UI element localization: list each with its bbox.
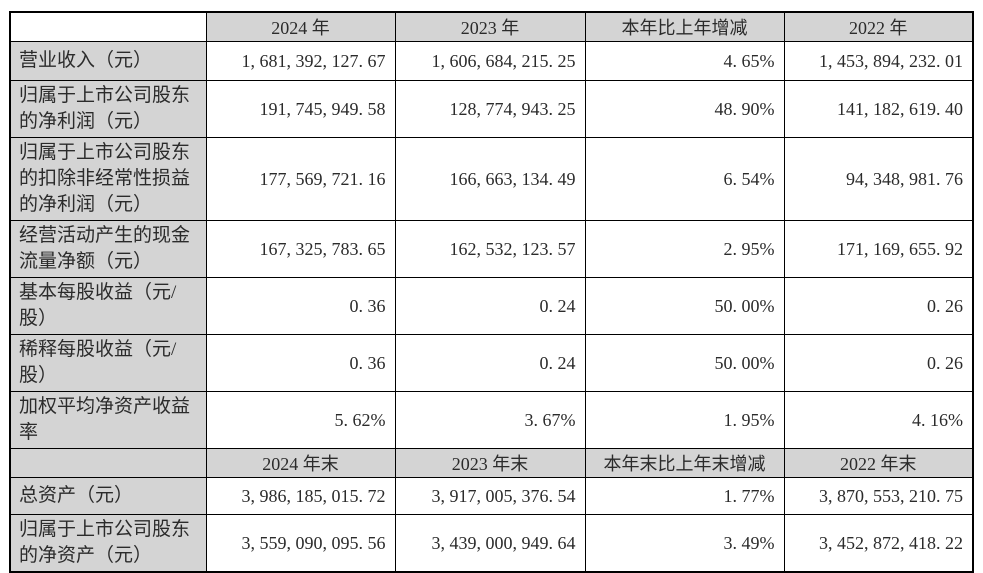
value-change: 1. 95%	[584, 391, 785, 449]
table-row-operating-revenue: 营业收入（元） 1, 681, 392, 127. 67 1, 606, 684…	[9, 41, 974, 81]
row-label: 基本每股收益（元/股）	[9, 277, 207, 335]
value-2024: 0. 36	[205, 334, 396, 392]
value-2022: 1, 453, 894, 232. 01	[783, 41, 974, 81]
value-2024-end: 3, 986, 185, 015. 72	[205, 477, 396, 515]
value-change: 4. 65%	[584, 41, 785, 81]
header-cell-2022: 2022 年	[783, 11, 974, 42]
header-cell-2023-end: 2023 年末	[394, 448, 586, 478]
value-2022: 0. 26	[783, 334, 974, 392]
value-change: 2. 95%	[584, 220, 785, 278]
value-2023: 0. 24	[394, 334, 586, 392]
value-change: 1. 77%	[584, 477, 785, 515]
section2-header-row: 2024 年末 2023 年末 本年末比上年末增减 2022 年末	[9, 448, 974, 478]
row-label: 总资产（元）	[9, 477, 207, 515]
table-row-total-assets: 总资产（元） 3, 986, 185, 015. 72 3, 917, 005,…	[9, 477, 974, 515]
value-2022: 94, 348, 981. 76	[783, 137, 974, 221]
row-label: 营业收入（元）	[9, 41, 207, 81]
value-2022: 171, 169, 655. 92	[783, 220, 974, 278]
value-2023: 3. 67%	[394, 391, 586, 449]
header-cell-blank	[9, 11, 207, 42]
header-cell-yoy-change: 本年比上年增减	[584, 11, 785, 42]
value-change: 50. 00%	[584, 277, 785, 335]
table-row-weighted-avg-roe: 加权平均净资产收益率 5. 62% 3. 67% 1. 95% 4. 16%	[9, 391, 974, 449]
value-2022: 4. 16%	[783, 391, 974, 449]
table-row-net-assets: 归属于上市公司股东的净资产（元） 3, 559, 090, 095. 56 3,…	[9, 514, 974, 573]
value-change: 50. 00%	[584, 334, 785, 392]
header-cell-2022-end: 2022 年末	[783, 448, 974, 478]
header-cell-2023: 2023 年	[394, 11, 586, 42]
table-row-diluted-eps: 稀释每股收益（元/股） 0. 36 0. 24 50. 00% 0. 26	[9, 334, 974, 392]
row-label: 归属于上市公司股东的净资产（元）	[9, 514, 207, 573]
header-cell-blank	[9, 448, 207, 478]
header-cell-2024-end: 2024 年末	[205, 448, 396, 478]
table-row-operating-cash-flow: 经营活动产生的现金流量净额（元） 167, 325, 783. 65 162, …	[9, 220, 974, 278]
value-2024: 5. 62%	[205, 391, 396, 449]
value-2024: 191, 745, 949. 58	[205, 80, 396, 138]
value-2022-end: 3, 870, 553, 210. 75	[783, 477, 974, 515]
value-2023-end: 3, 439, 000, 949. 64	[394, 514, 586, 573]
header-cell-yearend-change: 本年末比上年末增减	[584, 448, 785, 478]
value-change: 6. 54%	[584, 137, 785, 221]
table-row-net-profit-excl-nonrecurring: 归属于上市公司股东的扣除非经常性损益的净利润（元） 177, 569, 721.…	[9, 137, 974, 221]
value-2024-end: 3, 559, 090, 095. 56	[205, 514, 396, 573]
value-2024: 0. 36	[205, 277, 396, 335]
value-2024: 167, 325, 783. 65	[205, 220, 396, 278]
row-label: 稀释每股收益（元/股）	[9, 334, 207, 392]
row-label: 经营活动产生的现金流量净额（元）	[9, 220, 207, 278]
value-2023: 1, 606, 684, 215. 25	[394, 41, 586, 81]
table-row-basic-eps: 基本每股收益（元/股） 0. 36 0. 24 50. 00% 0. 26	[9, 277, 974, 335]
financial-summary-table: 2024 年 2023 年 本年比上年增减 2022 年 营业收入（元） 1, …	[9, 11, 974, 573]
value-change: 3. 49%	[584, 514, 785, 573]
row-label: 归属于上市公司股东的扣除非经常性损益的净利润（元）	[9, 137, 207, 221]
value-2022-end: 3, 452, 872, 418. 22	[783, 514, 974, 573]
value-2023: 128, 774, 943. 25	[394, 80, 586, 138]
value-change: 48. 90%	[584, 80, 785, 138]
section1-header-row: 2024 年 2023 年 本年比上年增减 2022 年	[9, 11, 974, 42]
row-label: 归属于上市公司股东的净利润（元）	[9, 80, 207, 138]
value-2024: 177, 569, 721. 16	[205, 137, 396, 221]
value-2023-end: 3, 917, 005, 376. 54	[394, 477, 586, 515]
header-cell-2024: 2024 年	[205, 11, 396, 42]
row-label: 加权平均净资产收益率	[9, 391, 207, 449]
value-2024: 1, 681, 392, 127. 67	[205, 41, 396, 81]
table-row-net-profit: 归属于上市公司股东的净利润（元） 191, 745, 949. 58 128, …	[9, 80, 974, 138]
value-2023: 0. 24	[394, 277, 586, 335]
value-2023: 166, 663, 134. 49	[394, 137, 586, 221]
value-2022: 0. 26	[783, 277, 974, 335]
value-2023: 162, 532, 123. 57	[394, 220, 586, 278]
value-2022: 141, 182, 619. 40	[783, 80, 974, 138]
